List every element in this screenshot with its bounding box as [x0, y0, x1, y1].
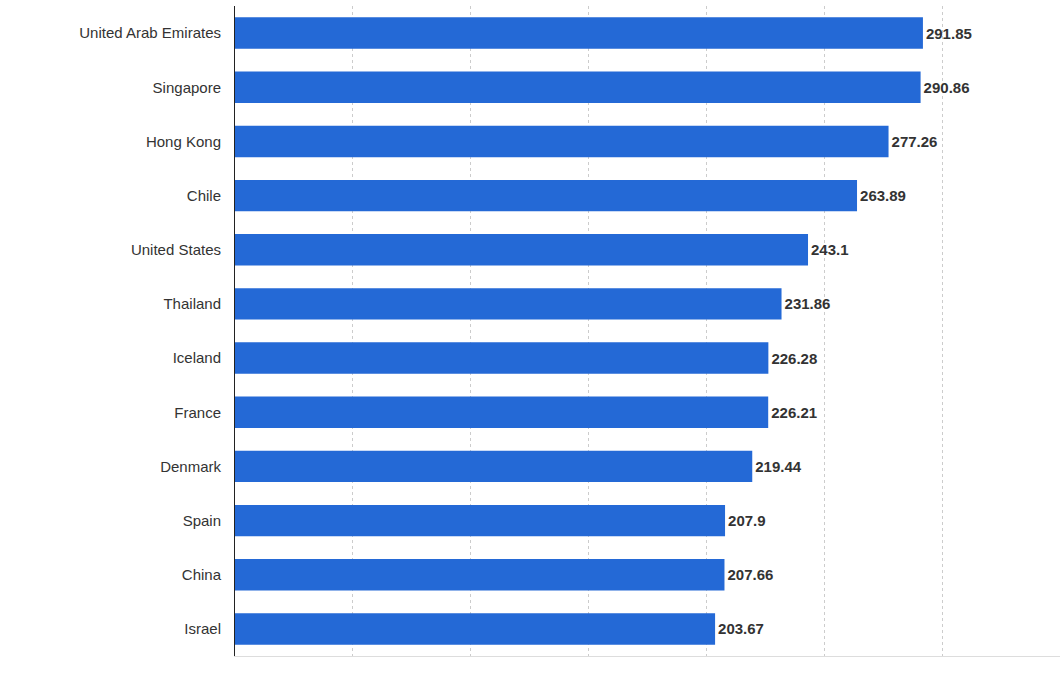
svg-text:Denmark: Denmark	[160, 458, 221, 475]
svg-text:263.89: 263.89	[860, 187, 906, 204]
svg-text:Hong Kong: Hong Kong	[146, 133, 221, 150]
svg-text:243.1: 243.1	[811, 241, 849, 258]
svg-text:277.26: 277.26	[892, 133, 938, 150]
svg-text:291.85: 291.85	[926, 25, 972, 42]
svg-text:207.66: 207.66	[727, 566, 773, 583]
svg-text:207.9: 207.9	[728, 512, 766, 529]
svg-text:United Arab Emirates: United Arab Emirates	[79, 24, 221, 41]
svg-text:Singapore: Singapore	[153, 79, 221, 96]
svg-text:Israel: Israel	[184, 620, 221, 637]
svg-text:219.44: 219.44	[755, 458, 802, 475]
svg-text:China: China	[182, 566, 222, 583]
svg-text:Thailand: Thailand	[163, 295, 221, 312]
svg-text:231.86: 231.86	[785, 295, 831, 312]
svg-text:226.28: 226.28	[771, 350, 817, 367]
svg-text:Iceland: Iceland	[173, 349, 221, 366]
svg-text:290.86: 290.86	[924, 79, 970, 96]
svg-text:France: France	[174, 404, 221, 421]
svg-text:Chile: Chile	[187, 187, 221, 204]
svg-text:226.21: 226.21	[771, 404, 817, 421]
svg-text:United States: United States	[131, 241, 221, 258]
svg-text:203.67: 203.67	[718, 620, 764, 637]
svg-text:Spain: Spain	[183, 512, 221, 529]
